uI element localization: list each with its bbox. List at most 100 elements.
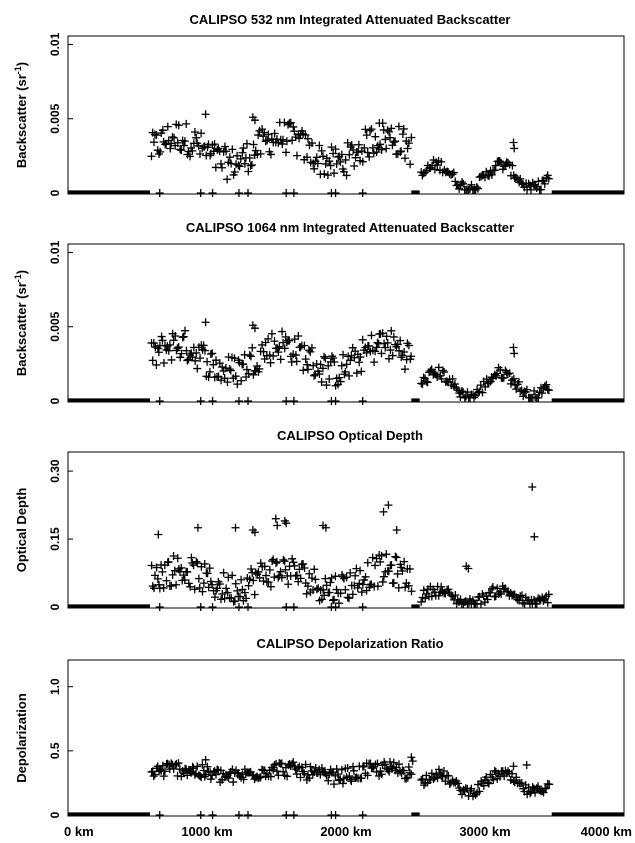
data-point xyxy=(346,356,355,365)
data-point xyxy=(522,385,531,394)
data-point xyxy=(365,152,374,161)
data-point xyxy=(408,757,417,766)
data-point xyxy=(407,133,416,142)
data-point xyxy=(222,584,231,593)
data-point xyxy=(330,595,339,604)
data-point xyxy=(206,151,215,160)
data-point xyxy=(193,364,202,373)
data-point xyxy=(259,132,268,141)
data-point xyxy=(197,129,206,138)
data-point xyxy=(234,811,243,819)
data-point xyxy=(334,599,343,608)
data-point xyxy=(371,760,380,769)
data-point xyxy=(308,139,317,148)
y-ticks: 0 0.15 0.30 xyxy=(48,459,73,610)
y-tick-label: 0.30 xyxy=(48,459,62,483)
data-point xyxy=(235,162,244,171)
data-point xyxy=(467,180,476,189)
data-point xyxy=(208,580,217,589)
data-point xyxy=(266,582,275,591)
data-point xyxy=(278,327,287,336)
data-point xyxy=(401,583,410,592)
data-point xyxy=(545,780,554,789)
data-point xyxy=(366,126,375,135)
data-point xyxy=(200,559,209,568)
data-point xyxy=(417,776,426,785)
data-point xyxy=(386,346,395,355)
data-point xyxy=(534,393,543,402)
data-point xyxy=(400,365,409,374)
data-point xyxy=(357,774,366,783)
data-point xyxy=(352,369,361,378)
data-point xyxy=(267,329,276,338)
data-point xyxy=(490,166,499,175)
data-point xyxy=(282,137,291,146)
data-point xyxy=(375,330,384,339)
data-point xyxy=(387,561,396,570)
data-point xyxy=(326,161,335,170)
data-point xyxy=(223,175,232,184)
data-point xyxy=(309,585,318,594)
data-point xyxy=(174,121,183,130)
data-point xyxy=(331,811,340,819)
data-point xyxy=(495,157,504,166)
data-point xyxy=(491,161,500,170)
data-point xyxy=(242,139,251,148)
data-point xyxy=(404,581,413,590)
data-point xyxy=(363,148,372,157)
data-point xyxy=(173,138,182,147)
data-point xyxy=(310,565,319,574)
data-point xyxy=(500,162,509,171)
data-point xyxy=(531,788,540,797)
data-point xyxy=(508,161,517,170)
data-point xyxy=(249,140,258,149)
data-point xyxy=(177,146,186,155)
data-point xyxy=(476,599,485,608)
data-point xyxy=(264,334,273,343)
data-point xyxy=(290,561,299,570)
y-tick-label: 0 xyxy=(48,397,62,404)
data-point xyxy=(330,169,339,178)
data-point xyxy=(186,582,195,591)
data-point xyxy=(159,772,168,781)
data-point xyxy=(213,584,222,593)
data-point xyxy=(422,771,431,780)
y-tick-label: 0.15 xyxy=(48,527,62,551)
data-point xyxy=(441,777,450,786)
x-tick-label: 1000 km xyxy=(181,824,232,839)
data-point xyxy=(237,575,246,584)
data-point xyxy=(542,380,551,389)
data-point xyxy=(269,765,278,774)
data-point xyxy=(250,116,259,125)
data-point xyxy=(332,159,341,168)
data-point xyxy=(357,588,366,597)
data-point xyxy=(475,787,484,796)
data-point xyxy=(201,318,210,327)
data-point xyxy=(199,766,208,775)
data-point xyxy=(382,550,391,559)
data-point xyxy=(196,354,205,363)
data-point xyxy=(300,563,309,572)
data-point xyxy=(336,377,345,386)
data-point xyxy=(192,348,201,357)
data-point xyxy=(440,368,449,377)
data-point xyxy=(395,346,404,355)
data-point xyxy=(259,347,268,356)
data-point xyxy=(296,574,305,583)
data-point xyxy=(373,338,382,347)
data-point xyxy=(423,378,432,387)
data-point xyxy=(244,369,253,378)
data-point xyxy=(367,331,376,340)
data-point xyxy=(155,189,164,197)
data-point xyxy=(210,593,219,602)
y-tick-label: 0 xyxy=(48,189,62,196)
data-point xyxy=(194,574,203,583)
data-point xyxy=(386,133,395,142)
data-point xyxy=(383,338,392,347)
data-point xyxy=(244,581,253,590)
data-point xyxy=(256,773,265,782)
data-point xyxy=(234,603,243,611)
data-point xyxy=(307,574,316,583)
data-point xyxy=(165,340,174,349)
data-point xyxy=(220,142,229,151)
